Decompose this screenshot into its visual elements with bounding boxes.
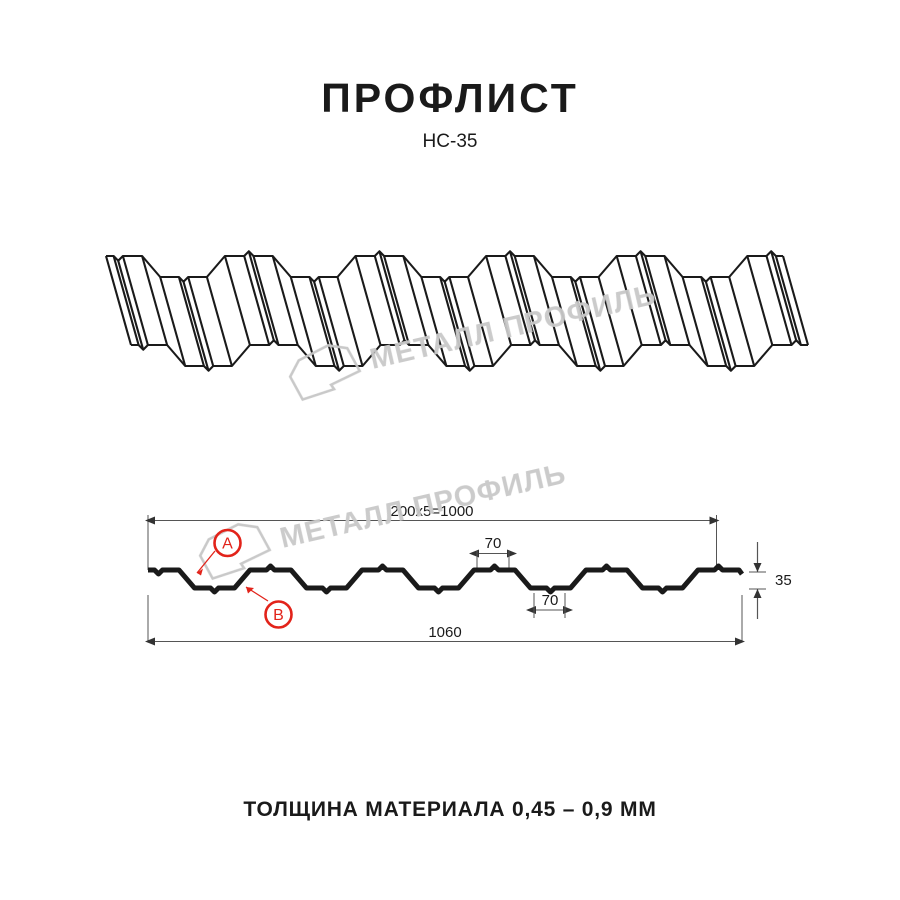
svg-text:70: 70 <box>485 535 502 552</box>
svg-text:A: A <box>222 536 233 553</box>
svg-text:B: B <box>273 607 284 624</box>
svg-text:МЕТАЛЛ ПРОФИЛЬ: МЕТАЛЛ ПРОФИЛЬ <box>367 279 659 376</box>
svg-text:1060: 1060 <box>428 624 461 641</box>
svg-text:МЕТАЛЛ ПРОФИЛЬ: МЕТАЛЛ ПРОФИЛЬ <box>277 458 569 555</box>
svg-text:35: 35 <box>775 572 792 589</box>
svg-text:70: 70 <box>542 592 559 609</box>
